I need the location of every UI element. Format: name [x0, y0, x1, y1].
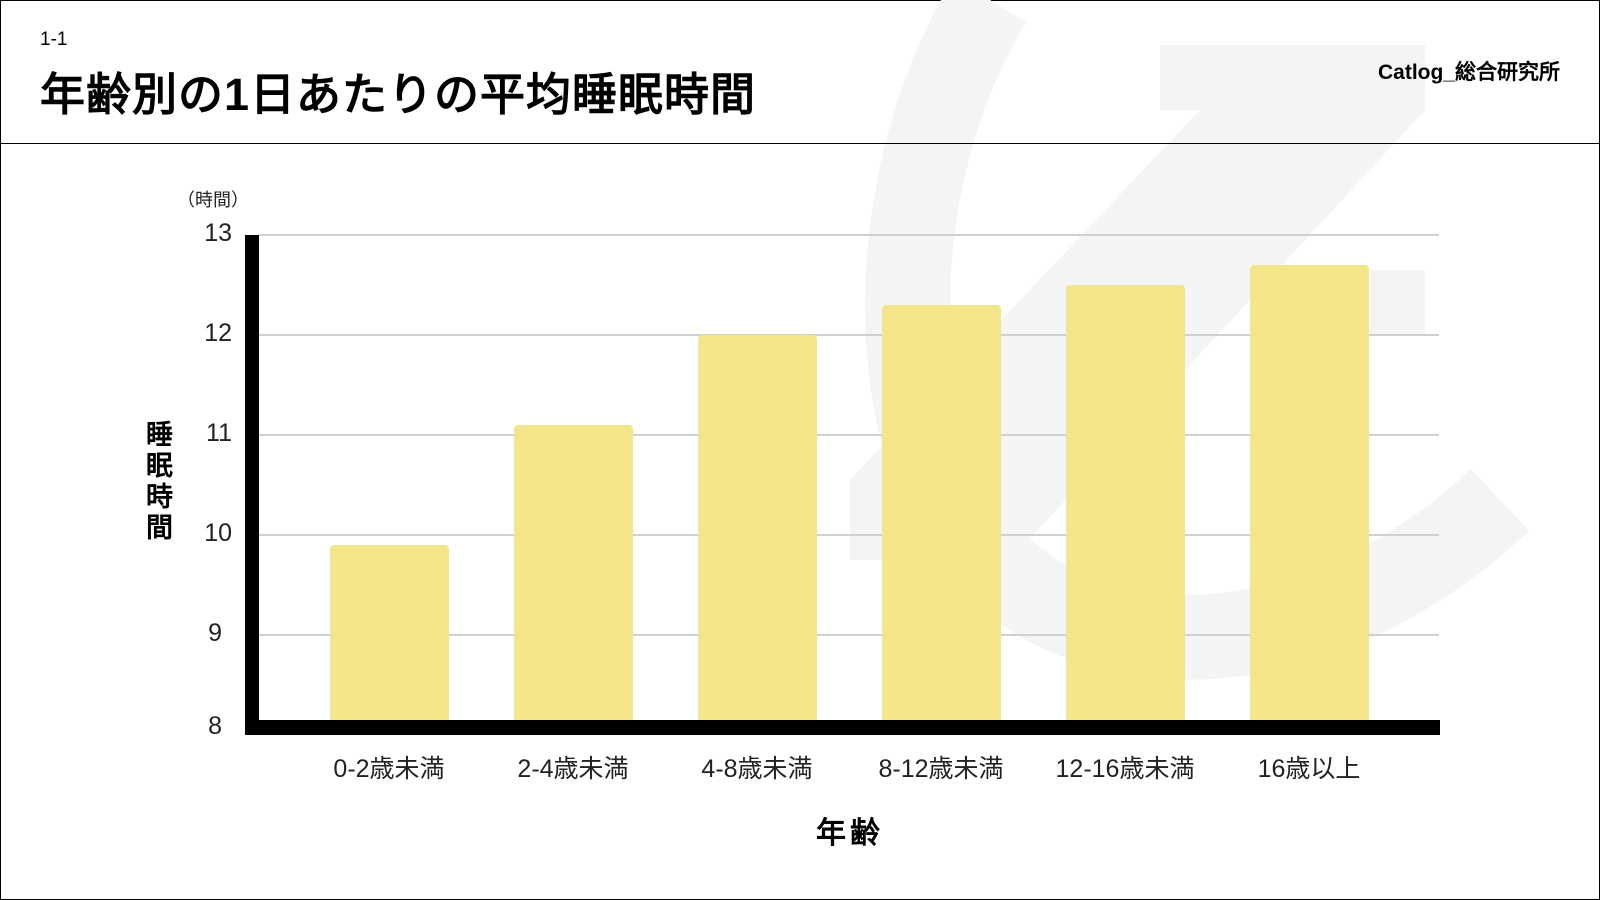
y-tick: 10 — [204, 519, 232, 547]
y-tick: 13 — [204, 219, 232, 247]
bar — [698, 335, 817, 735]
page-title: 年齢別の1日あたりの平均睡眠時間 — [40, 69, 757, 120]
y-axis — [245, 235, 259, 735]
gridline — [259, 234, 1439, 236]
y-axis-unit: （時間） — [177, 190, 249, 210]
bar — [1066, 285, 1185, 735]
gridline — [259, 434, 1439, 436]
y-tick: 12 — [204, 319, 232, 347]
y-tick: 9 — [208, 619, 222, 647]
bar — [330, 545, 449, 735]
bar — [1250, 265, 1369, 735]
x-tick: 12-16歳未満 — [1055, 755, 1195, 783]
x-tick: 2-4歳未満 — [517, 755, 629, 783]
y-tick: 8 — [208, 712, 222, 740]
brand-logo: Catlog_総合研究所 — [1377, 61, 1560, 84]
bar — [882, 305, 1001, 735]
y-axis-title: 睡眠時間 — [142, 420, 172, 544]
x-tick: 16歳以上 — [1257, 755, 1361, 783]
gridline — [259, 534, 1439, 536]
header-divider — [0, 143, 1600, 144]
x-axis-title: 年齢 — [816, 817, 884, 850]
x-tick: 8-12歳未満 — [878, 755, 1004, 783]
section-number: 1-1 — [40, 29, 68, 50]
gridline — [259, 334, 1439, 336]
x-tick: 4-8歳未満 — [701, 755, 813, 783]
y-tick: 11 — [206, 419, 232, 447]
x-tick: 0-2歳未満 — [333, 755, 445, 783]
bar — [514, 425, 633, 735]
gridline — [259, 634, 1439, 636]
x-axis — [245, 720, 1440, 735]
